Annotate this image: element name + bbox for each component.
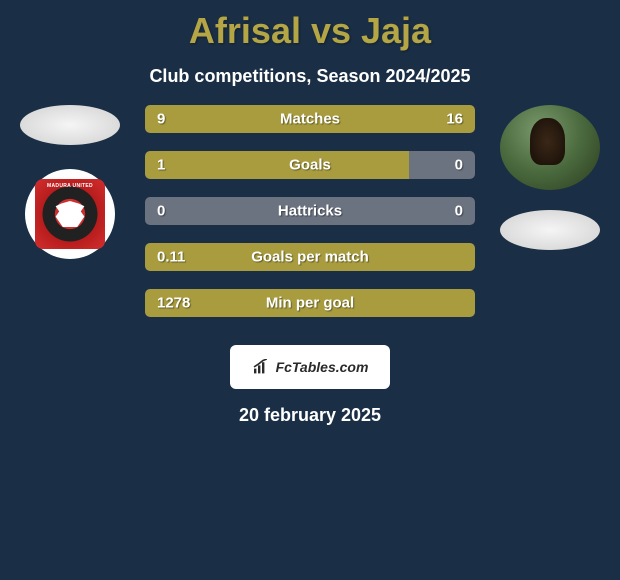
stat-value-left: 0.11 <box>157 249 185 266</box>
source-badge[interactable]: FcTables.com <box>230 345 390 389</box>
madura-united-logo <box>35 179 105 249</box>
badge-text: FcTables.com <box>276 359 369 375</box>
stat-value-right: 0 <box>455 157 463 174</box>
stat-label: Goals <box>289 157 331 174</box>
player-left-club-logo <box>25 169 115 259</box>
stat-value-left: 9 <box>157 111 165 128</box>
stats-bars: 9 Matches 16 1 Goals 0 0 Hattricks 0 0 <box>145 105 475 335</box>
comparison-card: Afrisal vs Jaja Club competitions, Seaso… <box>0 0 620 436</box>
chart-icon <box>252 359 272 375</box>
stat-row-min-per-goal: 1278 Min per goal <box>145 289 475 317</box>
comparison-body: 9 Matches 16 1 Goals 0 0 Hattricks 0 0 <box>20 105 600 335</box>
stat-row-hattricks: 0 Hattricks 0 <box>145 197 475 225</box>
stat-value-left: 1 <box>157 157 165 174</box>
stat-label: Matches <box>280 111 340 128</box>
stat-value-right: 16 <box>446 111 463 128</box>
stat-label: Hattricks <box>278 203 342 220</box>
player-right-avatar <box>500 105 600 190</box>
player-left-avatar-placeholder <box>20 105 120 145</box>
stat-row-goals: 1 Goals 0 <box>145 151 475 179</box>
stat-row-goals-per-match: 0.11 Goals per match <box>145 243 475 271</box>
page-title: Afrisal vs Jaja <box>20 10 600 52</box>
stat-label: Min per goal <box>266 295 354 312</box>
stat-value-right: 0 <box>455 203 463 220</box>
subtitle: Club competitions, Season 2024/2025 <box>20 66 600 87</box>
stat-label: Goals per match <box>251 249 369 266</box>
stat-row-matches: 9 Matches 16 <box>145 105 475 133</box>
player-left-column <box>10 105 130 259</box>
stat-bar-left <box>145 151 409 179</box>
date: 20 february 2025 <box>20 405 600 426</box>
player-right-club-placeholder <box>500 210 600 250</box>
player-right-column <box>490 105 610 250</box>
stat-value-left: 0 <box>157 203 165 220</box>
stat-value-left: 1278 <box>157 295 190 312</box>
